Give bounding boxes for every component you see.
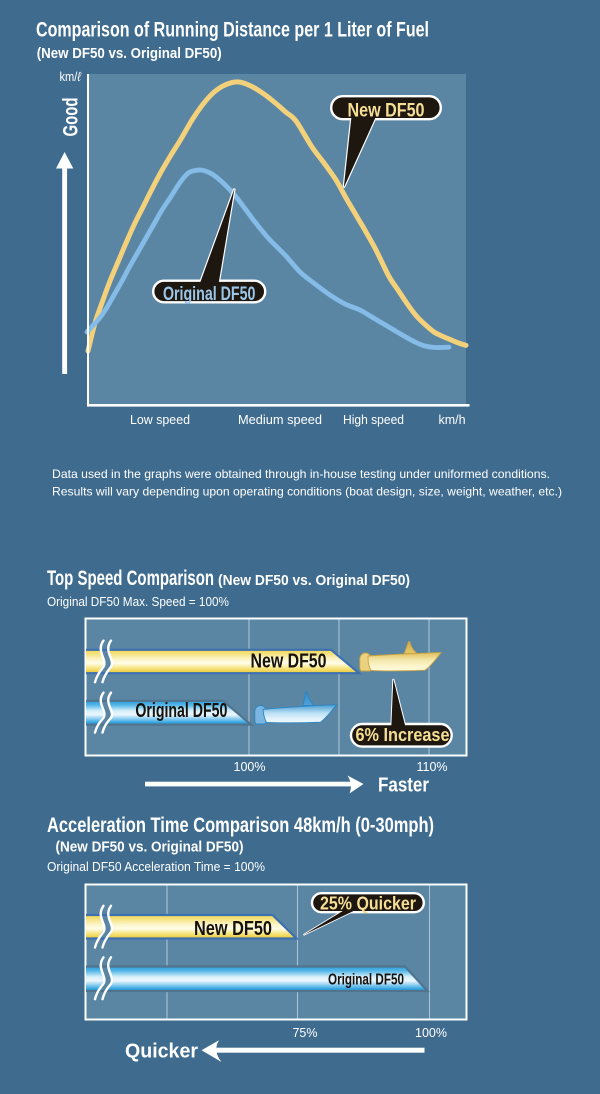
svg-text:Good: Good: [59, 98, 83, 137]
svg-text:New DF50: New DF50: [251, 650, 327, 672]
svg-text:100%: 100%: [415, 1026, 447, 1040]
svg-text:Original DF50: Original DF50: [328, 972, 404, 989]
svg-text:6% Increase: 6% Increase: [356, 725, 450, 745]
svg-text:Faster: Faster: [378, 774, 429, 797]
svg-text:Original DF50 Max. Speed = 100: Original DF50 Max. Speed = 100%: [47, 595, 229, 609]
svg-text:75%: 75%: [292, 1026, 317, 1040]
svg-text:Original DF50 Acceleration Tim: Original DF50 Acceleration Time = 100%: [47, 860, 265, 874]
svg-text:Comparison of Running Distance: Comparison of Running Distance per 1 Lit…: [36, 19, 429, 42]
svg-text:km/h: km/h: [438, 413, 465, 427]
svg-text:New DF50: New DF50: [194, 918, 272, 940]
svg-text:Original DF50: Original DF50: [135, 700, 227, 722]
svg-text:Data used in the graphs were o: Data used in the graphs were obtained th…: [52, 467, 550, 481]
svg-text:Quicker: Quicker: [125, 1040, 198, 1063]
svg-text:(New DF50 vs. Original DF50): (New DF50 vs. Original DF50): [37, 46, 222, 62]
svg-text:High speed: High speed: [343, 413, 404, 427]
svg-text:Results will vary depending up: Results will vary depending upon operati…: [52, 485, 562, 499]
svg-text:Medium speed: Medium speed: [238, 413, 322, 427]
svg-text:25% Quicker: 25% Quicker: [320, 892, 416, 913]
svg-text:110%: 110%: [416, 760, 447, 774]
svg-text:100%: 100%: [234, 760, 266, 774]
svg-text:km/ℓ: km/ℓ: [60, 69, 82, 84]
svg-text:(New DF50 vs. Original DF50): (New DF50 vs. Original DF50): [218, 573, 410, 589]
svg-text:(New DF50 vs. Original DF50): (New DF50 vs. Original DF50): [56, 840, 244, 856]
svg-text:Acceleration Time Comparison 4: Acceleration Time Comparison 48km/h (0-3…: [47, 814, 434, 837]
svg-text:Low speed: Low speed: [130, 413, 190, 427]
svg-text:Original DF50: Original DF50: [163, 283, 256, 305]
svg-text:Top Speed Comparison: Top Speed Comparison: [47, 567, 214, 590]
svg-text:New DF50: New DF50: [348, 100, 425, 122]
